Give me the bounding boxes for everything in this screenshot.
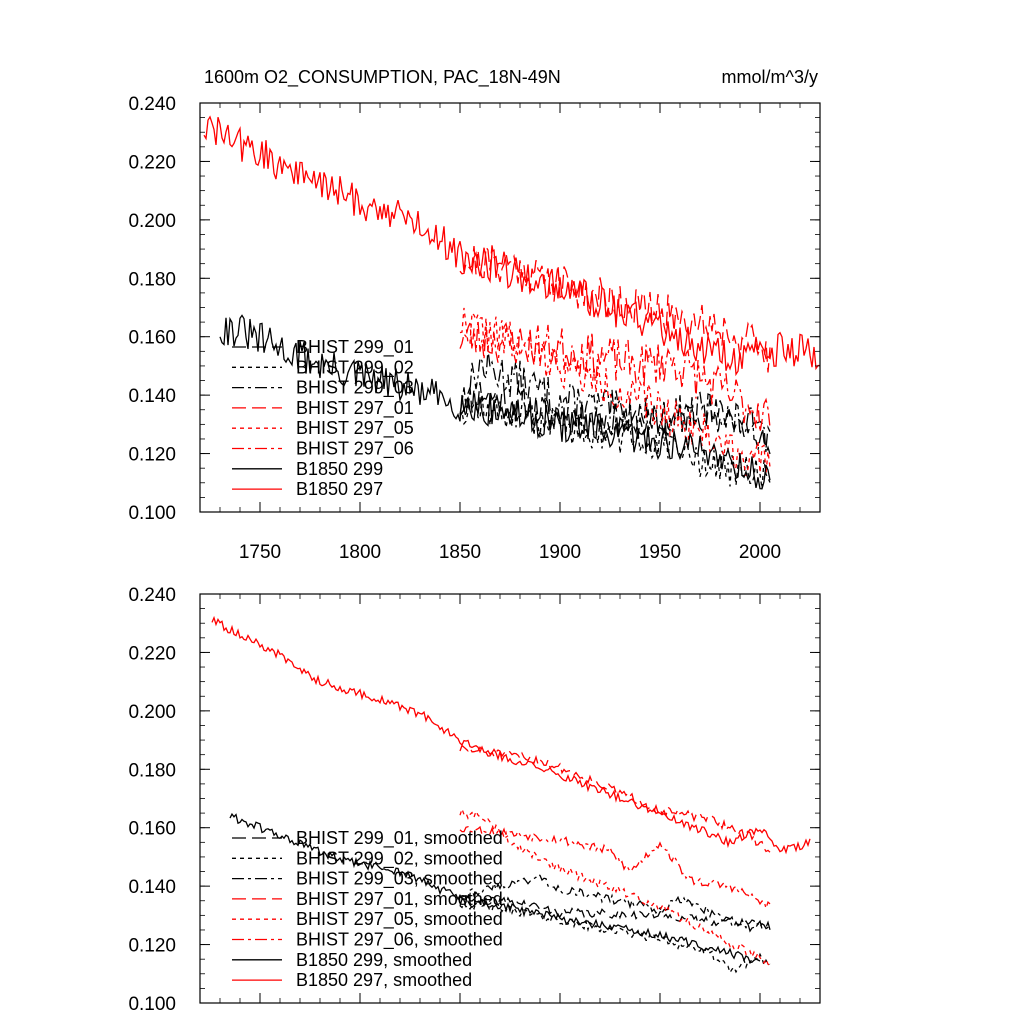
y-tick-label: 0.180 [128,760,176,781]
series-line [459,807,771,967]
legend-label: BHIST 299_01 [296,337,414,358]
y-tick-label: 0.140 [128,386,176,407]
series-line [459,319,771,433]
y-tick-label: 0.160 [128,328,176,349]
legend-label: BHIST 297_06, smoothed [296,930,503,951]
y-tick-label: 0.180 [128,269,176,290]
legend-label: BHIST 297_01, smoothed [296,889,503,910]
legend-label: BHIST 297_06 [296,439,414,460]
series-group [203,115,820,490]
y-tick-label: 0.100 [128,503,176,524]
chart-title: 1600m O2_CONSUMPTION, PAC_18N-49N [204,67,561,88]
x-tick-label: 2000 [739,542,781,563]
legend-label: BHIST 297_05 [296,418,414,439]
panel-top: 0.100 0.120 0.140 0.160 0.180 0.200 0.220 0.240… [128,94,821,563]
series-line [459,825,771,911]
y-tick-label: 0.120 [128,445,176,466]
legend-label: BHIST 297_01 [296,398,414,419]
legend-label: B1850 299 [296,459,383,479]
y-tick-label: 0.200 [128,211,176,232]
series-line [211,615,811,855]
x-tick-label: 1850 [439,542,481,563]
legend-label: B1850 297, smoothed [296,970,472,990]
legend-label: B1850 297 [296,479,383,499]
series-group [211,615,811,975]
y-tick-label: 0.240 [128,585,176,606]
series-line [459,382,771,449]
plot-frame [199,593,821,1004]
x-tick-label: 1900 [539,542,581,563]
units-label: mmol/m^3/y [722,67,818,87]
y-tick-label: 0.100 [128,994,176,1015]
legend-label: B1850 299, smoothed [296,950,472,970]
y-tick-label: 0.140 [128,877,176,898]
series-line [459,896,771,930]
series-line [459,349,771,455]
panel-bottom: 0.100 0.120 0.140 0.160 0.180 0.200 0.220 0.240… [128,585,821,1015]
legend-label: BHIST 299_02, smoothed [296,848,503,869]
y-tick-label: 0.160 [128,819,176,840]
series-line [229,812,761,963]
x-tick-label: 1800 [339,542,381,563]
y-tick-label: 0.200 [128,702,176,723]
y-tick-label: 0.120 [128,936,176,957]
series-line [203,115,820,377]
series-line [459,900,771,975]
legend-label: BHIST 297_05, smoothed [296,909,503,930]
y-tick-label: 0.220 [128,152,176,173]
series-line [459,873,771,933]
x-tick-label: 1750 [239,542,281,563]
legend-label: BHIST 299_03 [296,378,414,399]
series-line [219,314,771,490]
legend-label: BHIST 299_03, smoothed [296,869,503,890]
x-tick-label: 1950 [639,542,681,563]
y-tick-label: 0.240 [128,94,176,115]
legend-label: BHIST 299_01, smoothed [296,828,503,849]
y-tick-label: 0.220 [128,643,176,664]
series-line [459,744,771,853]
legend-label: BHIST 299_02 [296,357,414,378]
